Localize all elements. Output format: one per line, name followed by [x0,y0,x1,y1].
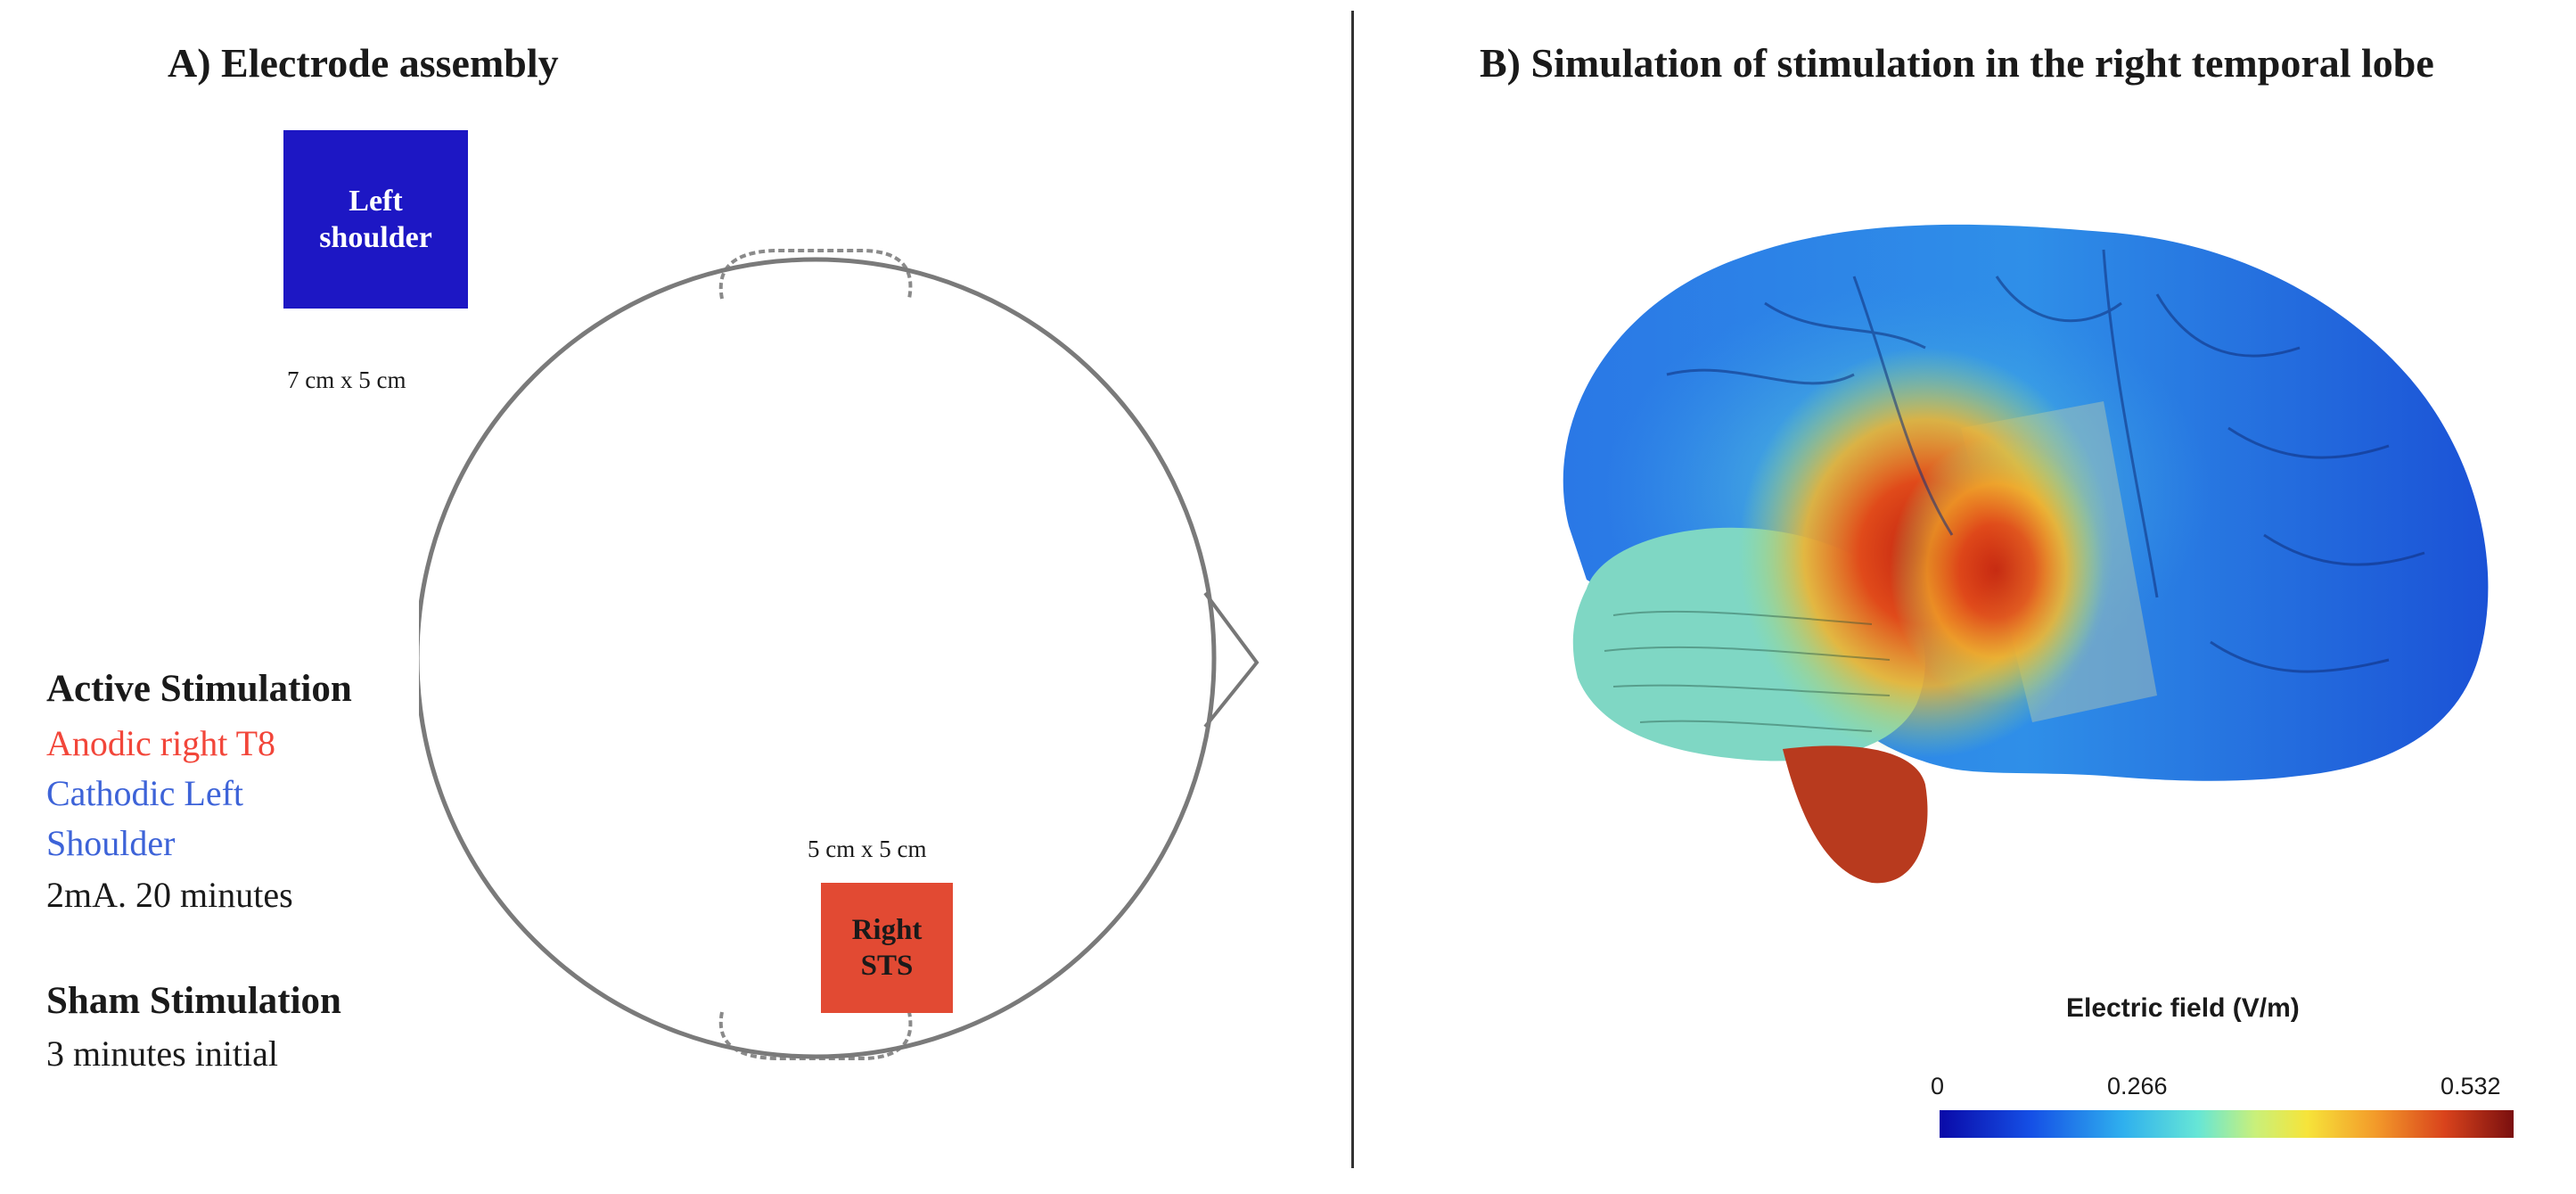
panel-b-title: B) Simulation of stimulation in the righ… [1480,39,2434,86]
cathodic-line-1: Cathodic Left [46,772,243,814]
colorbar-max-label: 0.532 [2441,1073,2501,1100]
cathodic-line-2: Shoulder [46,822,175,864]
colorbar-mid-label: 0.266 [2107,1073,2168,1100]
right-electrode-label-line2: STS [852,948,923,984]
anodic-line: Anodic right T8 [46,722,275,764]
sham-detail-line: 3 minutes initial [46,1033,278,1075]
colorbar-gradient [1940,1110,2514,1138]
panel-a-title: A) Electrode assembly [168,39,559,86]
brain-simulation-image [1533,196,2531,927]
left-electrode-label-line1: Left [319,183,432,219]
colorbar-min-label: 0 [1931,1073,1944,1100]
colorbar-title: Electric field (V/m) [2066,993,2300,1024]
right-sts-electrode: Right STS [821,883,953,1013]
sham-stimulation-heading: Sham Stimulation [46,979,341,1023]
brain-stem [1783,745,1928,883]
left-electrode-size: 7 cm x 5 cm [287,366,406,394]
head-circle [419,259,1214,1057]
active-stimulation-heading: Active Stimulation [46,667,352,711]
panel-divider [1351,11,1354,1168]
left-electrode-label-line2: shoulder [319,219,432,256]
dose-line: 2mA. 20 minutes [46,874,293,916]
right-electrode-size: 5 cm x 5 cm [808,836,926,863]
right-electrode-label-line1: Right [852,912,923,948]
